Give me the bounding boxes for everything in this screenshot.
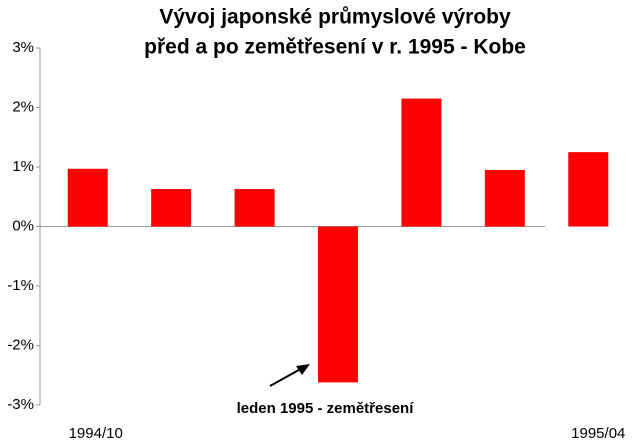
bar (568, 152, 609, 227)
y-tick-label: -3% (7, 396, 34, 413)
annotation-arrow (269, 364, 310, 387)
y-tick-label: 1% (12, 158, 34, 175)
x-tick-label: 1995/04 (571, 425, 625, 442)
bar (318, 226, 358, 383)
y-tick-label: 3% (12, 39, 34, 56)
y-tick-label: 0% (12, 217, 34, 234)
bar (401, 98, 442, 227)
chart-title: před a po zemětřesení v r. 1995 - Kobe (144, 36, 526, 59)
bar (234, 189, 275, 227)
y-tick-label: -2% (7, 336, 34, 353)
bar (151, 189, 192, 227)
bar (67, 168, 108, 227)
x-tick-label: 1994/10 (69, 425, 123, 442)
chart-title: Vývoj japonské průmyslové výroby (159, 6, 511, 29)
y-tick-label: 2% (12, 98, 34, 115)
bar (484, 169, 525, 227)
y-tick-label: -1% (7, 277, 34, 294)
annotation: leden 1995 - zemětřesení (237, 400, 415, 417)
